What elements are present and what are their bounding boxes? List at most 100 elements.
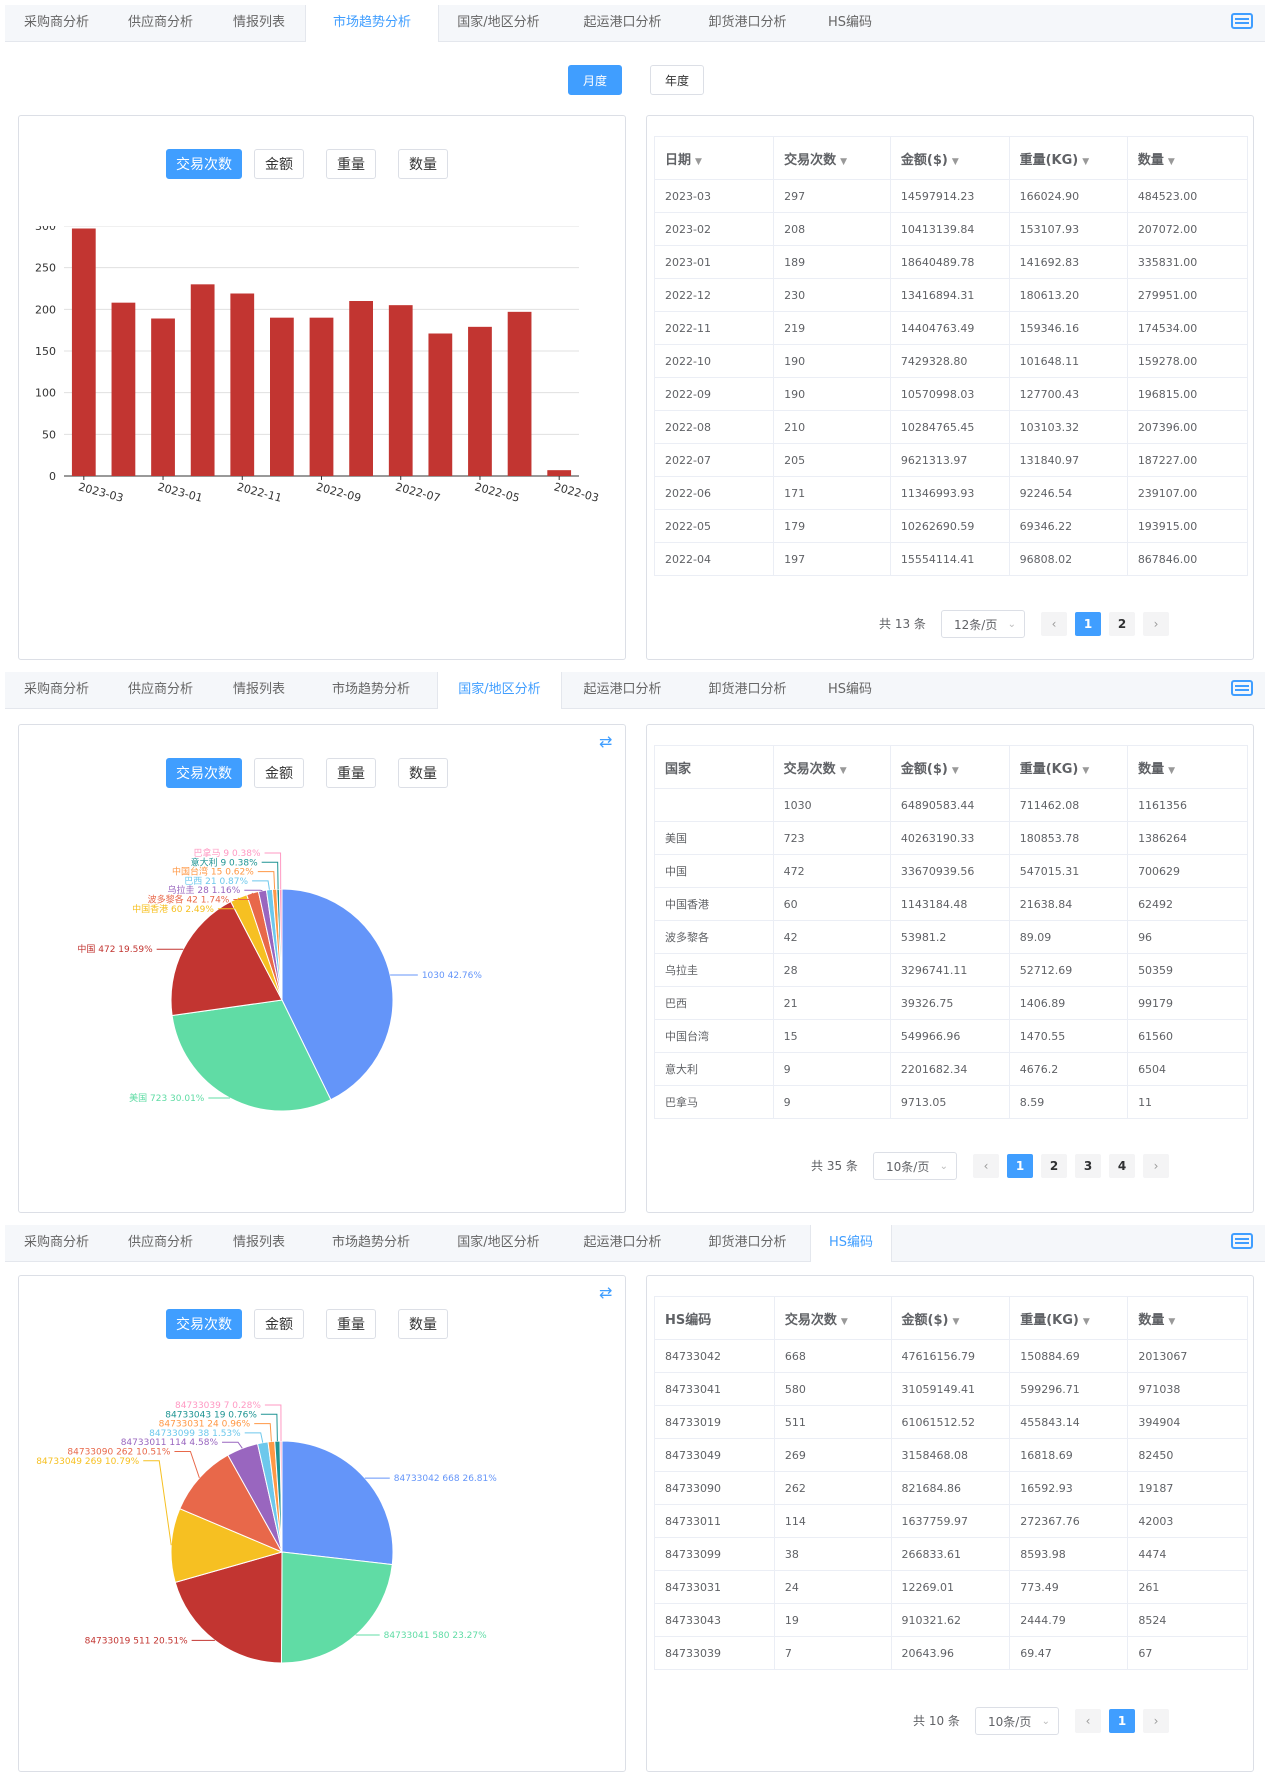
tab-origin-port[interactable]: 起运港口分析 xyxy=(583,15,662,30)
tab-supplier-analysis[interactable]: 供应商分析 xyxy=(127,1235,193,1250)
tab-origin-port[interactable]: 起运港口分析 xyxy=(583,682,662,697)
sort-caret-icon[interactable]: ▼ xyxy=(840,156,848,167)
monthly-button[interactable]: 月度 xyxy=(568,65,622,95)
table-row[interactable]: 2022-10 190 7429328.80 101648.11 159278.00 xyxy=(653,344,1249,378)
swap-icon[interactable]: ⇄ xyxy=(599,1283,613,1302)
page-size-select[interactable]: 12条/页 ⌄ xyxy=(941,610,1025,638)
page-number-button[interactable]: 3 xyxy=(1075,1154,1101,1178)
tab-supplier-analysis[interactable]: 供应商分析 xyxy=(127,15,193,30)
page-number-button[interactable]: 1 xyxy=(1007,1154,1033,1178)
table-row[interactable]: 巴拿马 9 9713.05 8.59 11 xyxy=(654,1085,1248,1119)
column-header[interactable]: HS编码 xyxy=(654,1296,775,1340)
trade-count-button[interactable]: 交易次数 xyxy=(166,1309,242,1339)
table-row[interactable]: 巴西 21 39326.75 1406.89 99179 xyxy=(654,986,1248,1020)
bar[interactable] xyxy=(428,333,453,477)
column-header[interactable]: 交易次数 ▼ xyxy=(773,745,891,789)
column-header[interactable]: 金额($) ▼ xyxy=(890,745,1010,789)
quantity-button[interactable]: 数量 xyxy=(398,1309,448,1339)
table-row[interactable]: 美国 723 40263190.33 180853.78 1386264 xyxy=(654,821,1248,855)
column-header[interactable]: 国家 xyxy=(654,745,774,789)
bar[interactable] xyxy=(547,470,572,476)
quantity-button[interactable]: 数量 xyxy=(398,758,448,788)
tab-discharge-port[interactable]: 卸货港口分析 xyxy=(708,1235,787,1250)
tab-intel-list[interactable]: 情报列表 xyxy=(232,1235,285,1250)
table-row[interactable]: 84733042 668 47616156.79 150884.69 2013067 xyxy=(654,1339,1248,1373)
table-row[interactable]: 2023-03 297 14597914.23 166024.90 484523.00 xyxy=(653,179,1249,213)
weight-button[interactable]: 重量 xyxy=(326,758,376,788)
tab-purchaser-analysis[interactable]: 采购商分析 xyxy=(23,15,89,30)
amount-button[interactable]: 金额 xyxy=(254,149,304,179)
tab-origin-port[interactable]: 起运港口分析 xyxy=(583,1235,662,1250)
table-row[interactable]: 2022-05 179 10262690.59 69346.22 193915.00 xyxy=(653,509,1249,543)
column-header[interactable]: 重量(KG) ▼ xyxy=(1009,1296,1129,1340)
weight-button[interactable]: 重量 xyxy=(326,149,376,179)
pie-slice[interactable] xyxy=(281,1440,394,1566)
table-row[interactable]: 中国香港 60 1143184.48 21638.84 62492 xyxy=(654,887,1248,921)
sort-caret-icon[interactable]: ▼ xyxy=(1082,765,1090,776)
prev-page-icon[interactable]: ‹ xyxy=(1075,1709,1101,1733)
page-size-select[interactable]: 10条/页 ⌄ xyxy=(975,1707,1059,1735)
pie-slice[interactable] xyxy=(278,888,283,1001)
tab-market-trend[interactable]: 市场趋势分析 xyxy=(331,682,410,697)
tab-country-region[interactable]: 国家/地区分析 xyxy=(457,15,540,30)
trade-count-button[interactable]: 交易次数 xyxy=(166,758,242,788)
table-row[interactable]: 2022-04 197 15554114.41 96808.02 867846.00 xyxy=(653,542,1249,576)
amount-button[interactable]: 金额 xyxy=(254,1309,304,1339)
table-row[interactable]: 84733031 24 12269.01 773.49 261 xyxy=(654,1570,1248,1604)
tab-country-region[interactable]: 国家/地区分析 xyxy=(457,1235,540,1250)
column-header[interactable]: 重量(KG) ▼ xyxy=(1009,745,1129,789)
table-row[interactable]: 中国 472 33670939.56 547015.31 700629 xyxy=(654,854,1248,888)
bar[interactable] xyxy=(349,301,373,476)
sort-caret-icon[interactable]: ▼ xyxy=(840,1316,848,1327)
column-header[interactable]: 数量 ▼ xyxy=(1127,136,1249,180)
pie-slice[interactable] xyxy=(280,1551,393,1664)
sort-caret-icon[interactable]: ▼ xyxy=(839,765,847,776)
swap-icon[interactable]: ⇄ xyxy=(599,732,613,751)
pie-slice[interactable] xyxy=(174,1551,283,1664)
table-row[interactable]: 2022-11 219 14404763.49 159346.16 174534.00 xyxy=(653,311,1249,345)
tab-purchaser-analysis[interactable]: 采购商分析 xyxy=(23,682,89,697)
tab-intel-list[interactable]: 情报列表 xyxy=(232,15,285,30)
bar[interactable] xyxy=(230,293,255,477)
column-header[interactable]: 重量(KG) ▼ xyxy=(1009,136,1128,180)
table-row[interactable]: 2022-12 230 13416894.31 180613.20 279951.00 xyxy=(653,278,1249,312)
weight-button[interactable]: 重量 xyxy=(326,1309,376,1339)
sort-caret-icon[interactable]: ▼ xyxy=(951,156,959,167)
keyboard-icon[interactable] xyxy=(1231,11,1253,31)
quantity-button[interactable]: 数量 xyxy=(398,149,448,179)
column-header[interactable]: 金额($) ▼ xyxy=(890,136,1010,180)
table-row[interactable]: 84733039 7 20643.96 69.47 67 xyxy=(654,1636,1248,1670)
sort-caret-icon[interactable]: ▼ xyxy=(1167,156,1175,167)
column-header[interactable]: 日期 ▼ xyxy=(653,136,775,180)
prev-page-icon[interactable]: ‹ xyxy=(1041,612,1067,636)
page-number-button[interactable]: 2 xyxy=(1041,1154,1067,1178)
trade-count-button[interactable]: 交易次数 xyxy=(166,149,242,179)
page-number-button[interactable]: 1 xyxy=(1075,612,1101,636)
column-header[interactable]: 交易次数 ▼ xyxy=(773,136,891,180)
table-row[interactable]: 中国台湾 15 549966.96 1470.55 61560 xyxy=(654,1019,1248,1053)
column-header[interactable]: 数量 ▼ xyxy=(1127,745,1248,789)
tab-hs-code[interactable]: HS编码 xyxy=(827,15,873,30)
bar[interactable] xyxy=(468,326,492,476)
next-page-icon[interactable]: › xyxy=(1143,1709,1169,1733)
tab-country-region[interactable]: 国家/地区分析 xyxy=(437,672,562,709)
keyboard-icon[interactable] xyxy=(1231,678,1253,698)
yearly-button[interactable]: 年度 xyxy=(650,65,704,95)
sort-caret-icon[interactable]: ▼ xyxy=(1082,1316,1090,1327)
bar[interactable] xyxy=(151,318,175,477)
tab-market-trend[interactable]: 市场趋势分析 xyxy=(305,5,439,42)
pie-slice[interactable] xyxy=(171,999,332,1112)
table-row[interactable]: 84733041 580 31059149.41 599296.71 971038 xyxy=(654,1372,1248,1406)
column-header[interactable]: 数量 ▼ xyxy=(1127,1296,1248,1340)
tab-supplier-analysis[interactable]: 供应商分析 xyxy=(127,682,193,697)
sort-caret-icon[interactable]: ▼ xyxy=(1168,765,1175,776)
column-header[interactable]: 金额($) ▼ xyxy=(891,1296,1011,1340)
tab-hs-code[interactable]: HS编码 xyxy=(810,1225,892,1262)
bar[interactable] xyxy=(507,311,532,476)
table-row[interactable]: 84733043 19 910321.62 2444.79 8524 xyxy=(654,1603,1248,1637)
table-row[interactable]: 乌拉圭 28 3296741.11 52712.69 50359 xyxy=(654,953,1248,987)
pie-slice[interactable] xyxy=(170,1508,284,1584)
tab-market-trend[interactable]: 市场趋势分析 xyxy=(331,1235,410,1250)
tab-discharge-port[interactable]: 卸货港口分析 xyxy=(708,15,787,30)
table-row[interactable]: 2022-07 205 9621313.97 131840.97 187227.00 xyxy=(653,443,1249,477)
